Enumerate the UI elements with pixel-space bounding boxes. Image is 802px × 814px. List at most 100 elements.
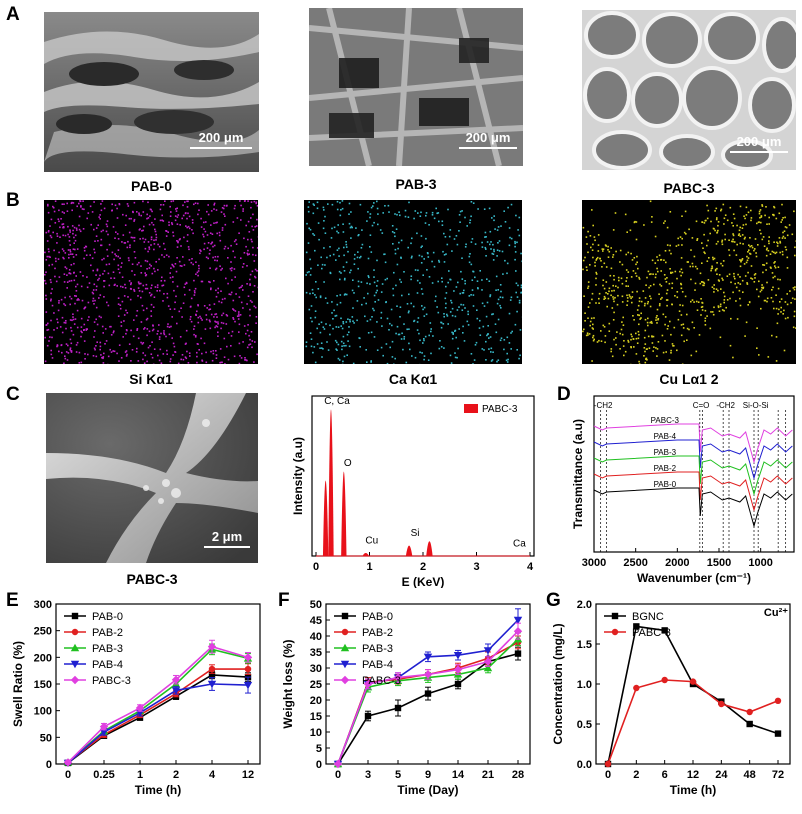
map-dot [186, 240, 189, 242]
map-dot [367, 275, 370, 277]
map-dot [613, 289, 615, 292]
map-dot [238, 362, 241, 364]
map-dot [489, 230, 492, 233]
map-dot [48, 340, 50, 342]
map-dot [704, 324, 707, 326]
map-dot [623, 354, 625, 357]
map-dot [695, 300, 698, 303]
map-dot [166, 349, 168, 352]
map-dot [159, 289, 161, 292]
map-dot [206, 307, 208, 309]
map-dot [80, 335, 82, 338]
map-dot [224, 245, 227, 248]
map-dot [203, 221, 205, 224]
map-dot [492, 351, 494, 353]
map-dot [726, 275, 729, 277]
map-dot [685, 233, 687, 235]
map-dot [72, 256, 75, 258]
map-dot [310, 267, 312, 270]
map-dot [219, 361, 221, 364]
map-dot [611, 355, 614, 358]
map-dot [454, 329, 457, 332]
map-dot [503, 339, 506, 341]
map-dot [393, 363, 395, 364]
map-dot [220, 361, 223, 364]
map-dot [603, 287, 606, 290]
map-dot [620, 328, 623, 331]
map-dot [510, 296, 513, 299]
map-dot [67, 225, 69, 228]
map-dot [778, 237, 781, 239]
map-dot [593, 338, 595, 341]
band-annotation: Si-O-Si [743, 401, 769, 410]
x-tick-label: 2 [633, 769, 639, 781]
map-dot [481, 279, 483, 281]
map-dot [169, 205, 171, 208]
map-dot [227, 247, 229, 250]
map-dot [69, 231, 71, 233]
map-dot [611, 307, 614, 309]
map-dot [768, 223, 770, 225]
map-dot [492, 313, 494, 315]
map-dot [323, 220, 325, 222]
map-dot [419, 215, 422, 217]
map-dot [518, 299, 521, 302]
map-dot [44, 251, 46, 254]
map-dot [373, 276, 375, 278]
map-dot [726, 219, 729, 222]
map-dot [115, 255, 117, 257]
map-dot [644, 318, 647, 321]
map-dot [713, 284, 715, 286]
map-dot [75, 295, 77, 297]
map-dot [189, 318, 192, 321]
map-dot [103, 270, 106, 272]
map-dot [736, 243, 738, 246]
map-dot [447, 281, 449, 284]
map-dot [742, 291, 744, 293]
map-dot [461, 309, 464, 311]
map-dot [690, 249, 692, 251]
y-tick-label: 0 [46, 759, 52, 771]
map-dot [336, 341, 338, 344]
map-dot [163, 256, 166, 258]
map-dot [795, 240, 796, 242]
map-dot [172, 200, 175, 202]
map-dot [183, 286, 186, 289]
map-dot [671, 303, 673, 306]
map-dot [400, 239, 403, 242]
map-dot [377, 223, 379, 226]
data-point [513, 616, 523, 625]
map-dot [59, 226, 61, 229]
map-dot [114, 204, 117, 207]
map-dot [47, 328, 50, 331]
map-dot [766, 281, 768, 284]
map-dot [53, 312, 55, 314]
map-dot [410, 278, 412, 281]
map-dot [637, 330, 640, 333]
data-point [746, 708, 753, 716]
map-dot [768, 216, 770, 219]
panel-label-e: E [6, 590, 19, 611]
data-point [774, 730, 782, 737]
map-dot [745, 206, 748, 209]
map-dot [632, 338, 635, 340]
map-dot [176, 240, 178, 242]
map-dot [385, 343, 388, 345]
map-dot [172, 264, 174, 267]
map-dot [120, 285, 122, 288]
map-dot [624, 213, 627, 216]
map-dot [663, 274, 666, 276]
map-dot [481, 302, 484, 305]
map-dot [648, 273, 651, 276]
map-dot [449, 311, 452, 313]
map-dot [253, 305, 256, 308]
data-point [70, 643, 80, 652]
data-point [364, 712, 372, 720]
map-dot [779, 240, 781, 243]
map-dot [451, 314, 454, 317]
map-dot [80, 361, 83, 364]
map-dot [47, 231, 50, 233]
map-dot [243, 237, 245, 240]
map-dot [769, 266, 772, 269]
map-dot [217, 287, 219, 290]
